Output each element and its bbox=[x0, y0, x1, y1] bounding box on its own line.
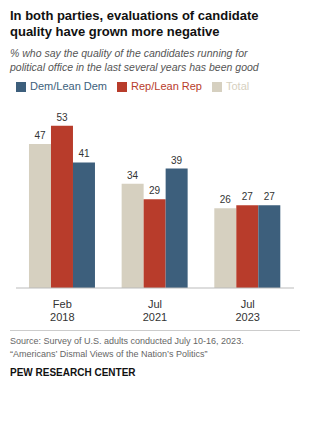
html-text:In both parties, evaluations o: In both parties, evaluations of candidat… bbox=[10, 8, 259, 39]
html-text:Dem/Lean Dem: Dem/Lean Dem bbox=[30, 80, 107, 92]
html-text:% who say the quality of the c: % who say the quality of the candidates … bbox=[10, 47, 259, 73]
svg-text:27: 27 bbox=[264, 191, 276, 202]
svg-text:39: 39 bbox=[171, 155, 183, 166]
svg-text:41: 41 bbox=[78, 148, 90, 159]
svg-text:47: 47 bbox=[34, 130, 46, 141]
svg-text:34: 34 bbox=[127, 170, 139, 181]
svg-text:53: 53 bbox=[56, 112, 68, 123]
svg-text:Feb2018: Feb2018 bbox=[50, 298, 74, 323]
svg-text:29: 29 bbox=[149, 185, 161, 196]
html-text:Rep/Lean Rep: Rep/Lean Rep bbox=[131, 80, 202, 92]
svg-text:Jul2021: Jul2021 bbox=[143, 298, 167, 323]
svg-text:26: 26 bbox=[220, 194, 232, 205]
html-text:Source: Survey of U.S. adults: Source: Survey of U.S. adults conducted … bbox=[10, 336, 244, 359]
svg-text:27: 27 bbox=[242, 191, 254, 202]
html-text:Total: Total bbox=[226, 80, 250, 92]
html-text:PEW RESEARCH CENTER: PEW RESEARCH CENTER bbox=[10, 367, 136, 378]
svg-text:Jul2023: Jul2023 bbox=[235, 298, 259, 323]
